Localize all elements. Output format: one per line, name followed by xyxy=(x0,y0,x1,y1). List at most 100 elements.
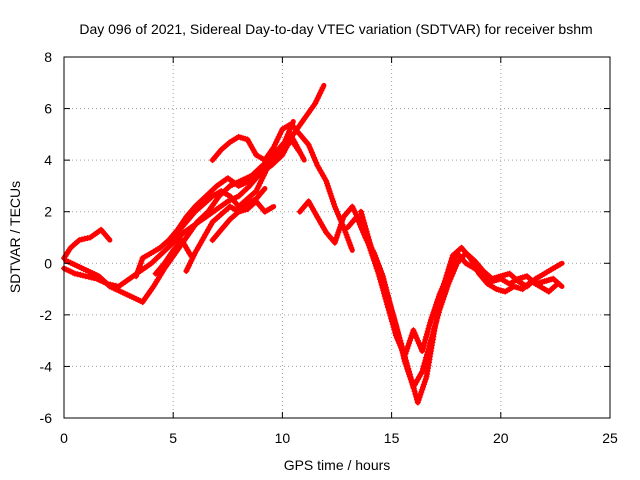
data-point xyxy=(365,234,372,240)
data-point xyxy=(420,342,427,349)
data-point xyxy=(423,351,430,358)
data-point xyxy=(362,225,369,232)
data-point xyxy=(421,339,428,346)
data-point xyxy=(363,228,370,235)
axis-ticks: 0 5 10 15 20 25 -6 -4 -2 0 2 4 6 8 xyxy=(40,49,618,446)
data-point xyxy=(386,299,393,306)
data-point xyxy=(423,333,430,340)
data-point xyxy=(394,327,401,334)
x-tick-label: 25 xyxy=(602,430,618,446)
data-point xyxy=(387,302,394,309)
data-point xyxy=(397,338,403,345)
data-point xyxy=(422,336,429,343)
data-point xyxy=(423,354,430,361)
data-point xyxy=(420,363,427,369)
data-point xyxy=(385,294,391,300)
data-point xyxy=(395,330,401,337)
data-point xyxy=(448,258,454,265)
data-point xyxy=(556,261,563,268)
data-point xyxy=(76,237,83,244)
data-point xyxy=(391,316,398,323)
data-point xyxy=(426,322,433,329)
plot-area xyxy=(61,82,565,406)
data-point xyxy=(105,235,112,241)
data-point xyxy=(392,319,399,326)
data-point xyxy=(427,340,434,347)
data-point xyxy=(85,273,92,280)
data-point xyxy=(362,222,368,229)
series-sat-track-6 xyxy=(165,136,303,246)
data-point xyxy=(393,324,400,331)
data-point xyxy=(435,312,442,319)
data-point xyxy=(446,263,453,270)
data-point xyxy=(429,332,436,338)
data-point xyxy=(389,308,395,315)
series-sat-track-9 xyxy=(209,186,268,244)
data-point xyxy=(314,95,321,102)
data-point xyxy=(260,187,267,194)
data-point xyxy=(443,272,450,279)
data-point xyxy=(398,344,405,351)
data-point xyxy=(420,365,426,372)
data-point xyxy=(364,231,371,238)
data-point xyxy=(360,217,367,224)
data-point xyxy=(81,235,88,242)
data-point xyxy=(319,84,326,91)
data-point xyxy=(552,282,559,289)
data-point xyxy=(186,250,193,256)
data-point xyxy=(348,244,355,251)
data-point xyxy=(358,211,365,218)
series-sat-track-3 xyxy=(63,119,296,305)
data-point xyxy=(427,319,434,326)
data-point xyxy=(445,266,452,273)
data-point xyxy=(412,391,419,398)
data-point xyxy=(411,388,418,395)
data-point xyxy=(295,147,302,154)
data-point xyxy=(419,348,426,354)
x-axis-label: GPS time / hours xyxy=(284,457,391,473)
plot-frame xyxy=(63,56,611,419)
data-point xyxy=(431,323,438,330)
data-point xyxy=(299,154,306,161)
data-point xyxy=(268,204,275,211)
data-point xyxy=(366,236,372,243)
data-point xyxy=(384,291,391,298)
y-axis-label: SDTVAR / TECUs xyxy=(7,181,23,293)
data-point xyxy=(396,336,403,343)
data-point xyxy=(358,208,364,215)
series-sat-track-4 xyxy=(133,82,327,280)
data-point xyxy=(361,220,368,226)
x-tick-label: 5 xyxy=(169,430,177,446)
y-tick-label: 0 xyxy=(44,255,52,271)
x-tick-label: 10 xyxy=(275,430,291,446)
x-tick-label: 15 xyxy=(384,430,400,446)
data-point xyxy=(359,214,366,221)
data-point xyxy=(433,318,440,324)
data-point xyxy=(434,315,441,322)
data-point xyxy=(74,271,81,278)
data-point xyxy=(388,305,395,312)
data-point xyxy=(423,331,430,338)
data-point xyxy=(427,337,434,344)
y-tick-label: 6 xyxy=(44,101,52,117)
data-point xyxy=(428,334,435,341)
data-point xyxy=(447,261,454,268)
chart-title: Day 096 of 2021, Sidereal Day-to-day VTE… xyxy=(79,21,592,37)
data-point xyxy=(399,349,406,356)
data-point xyxy=(389,310,396,317)
data-point xyxy=(422,357,429,364)
series-line xyxy=(166,137,303,246)
data-point xyxy=(399,347,405,354)
series-sat-track-12 xyxy=(358,208,565,391)
x-tick-label: 0 xyxy=(60,430,68,446)
series-sat-track-1 xyxy=(61,226,113,262)
data-point xyxy=(426,343,433,350)
data-point xyxy=(421,360,428,367)
y-tick-label: 2 xyxy=(44,204,52,220)
y-tick-label: 4 xyxy=(44,152,52,168)
data-point xyxy=(419,368,426,375)
data-point xyxy=(424,348,431,355)
data-point xyxy=(420,345,426,352)
data-point xyxy=(401,355,407,362)
